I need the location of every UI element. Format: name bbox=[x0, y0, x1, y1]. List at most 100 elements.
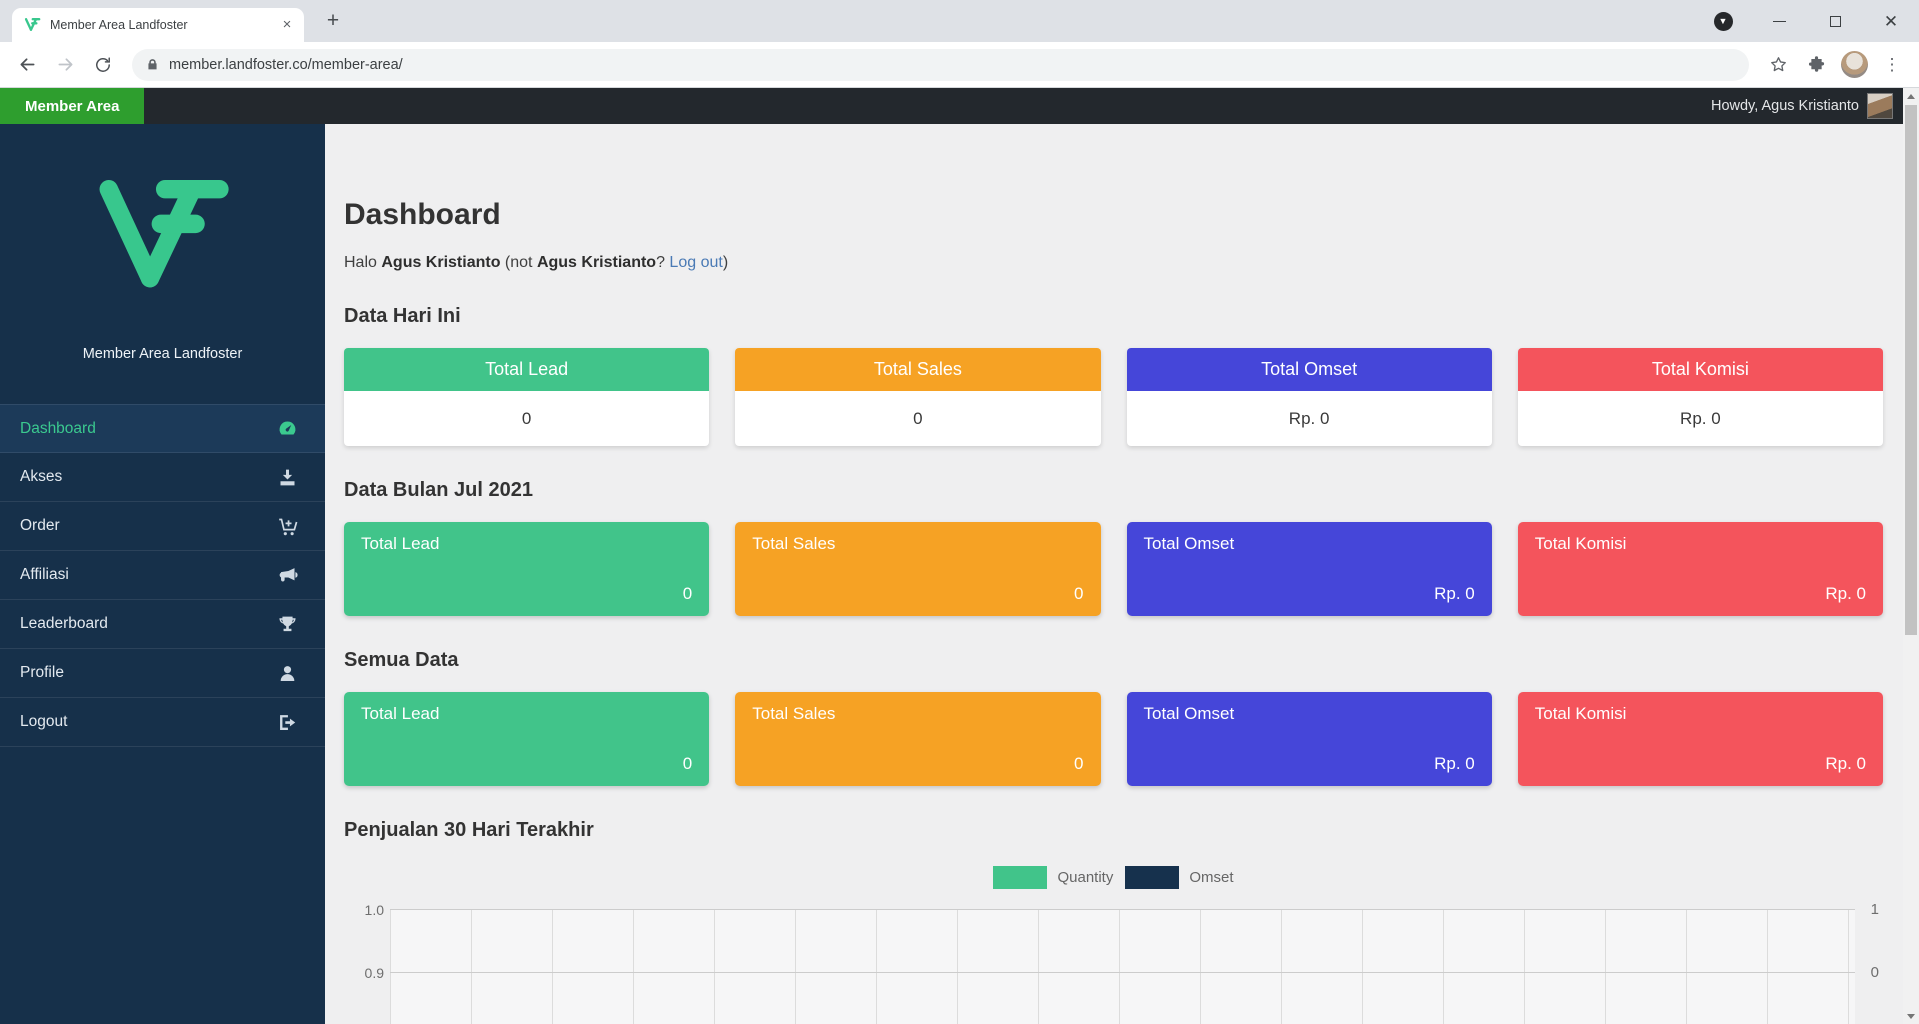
tab-close-icon[interactable]: × bbox=[282, 16, 292, 33]
sales-chart: 1.0 0.9 1 0 bbox=[344, 901, 1883, 1024]
chart-heading: Penjualan 30 Hari Terakhir bbox=[344, 819, 594, 841]
stat-card-value: 0 bbox=[913, 408, 923, 428]
stat-card-value: Rp. 0 bbox=[1680, 408, 1721, 428]
sidebar-nav: Dashboard Akses Order Affiliasi Leaderboard P… bbox=[0, 404, 325, 747]
logout-link[interactable]: Log out bbox=[669, 254, 723, 271]
sidebar-item-logout[interactable]: Logout bbox=[0, 698, 325, 747]
refresh-button[interactable] bbox=[84, 46, 122, 84]
stat-card-value: 0 bbox=[1074, 754, 1084, 773]
legend-label: Quantity bbox=[1057, 869, 1114, 886]
stat-card-title: Total Lead bbox=[361, 534, 440, 553]
browser-toolbar: member.landfoster.co/member-area/ ⋮ bbox=[0, 42, 1919, 88]
scrollbar-down-icon[interactable] bbox=[1903, 1008, 1919, 1024]
url-bar[interactable]: member.landfoster.co/member-area/ bbox=[132, 48, 1749, 81]
section-heading: Data Bulan Jul 2021 bbox=[344, 479, 533, 501]
stat-card-value: Rp. 0 bbox=[1825, 584, 1866, 603]
window-controls: ▼ ✕ bbox=[1695, 0, 1919, 42]
stat-card: Total Sales 0 bbox=[735, 348, 1101, 446]
stat-card: Total Komisi Rp. 0 bbox=[1517, 522, 1883, 616]
stat-card: Total Sales 0 bbox=[735, 522, 1101, 616]
section-heading: Semua Data bbox=[344, 649, 459, 671]
sidebar-item-profile[interactable]: Profile bbox=[0, 649, 325, 698]
scrollbar-thumb[interactable] bbox=[1905, 105, 1917, 635]
sidebar-item-leaderboard[interactable]: Leaderboard bbox=[0, 600, 325, 649]
stat-card-title: Total Sales bbox=[752, 534, 836, 553]
stat-card: Total Omset Rp. 0 bbox=[1126, 692, 1492, 786]
star-icon bbox=[1770, 57, 1786, 72]
stat-card-title: Total Lead bbox=[361, 704, 440, 723]
stat-card-value: 0 bbox=[521, 408, 532, 428]
stat-card: Total Lead 0 bbox=[344, 522, 710, 616]
tachometer-icon bbox=[277, 418, 298, 439]
trophy-icon bbox=[277, 614, 298, 635]
section-heading: Data Hari Ini bbox=[344, 305, 461, 327]
legend-swatch bbox=[993, 866, 1048, 889]
chart-legend: Quantity Omset bbox=[344, 866, 1883, 889]
browser-tab[interactable]: Member Area Landfoster × bbox=[12, 8, 304, 42]
stat-card-title: Total Komisi bbox=[1517, 348, 1883, 391]
sections-container: Data Hari Ini Total Lead 0 Total Sales 0 Tota… bbox=[344, 305, 1883, 786]
stat-card-title: Total Omset bbox=[1143, 534, 1235, 553]
sidebar-item-affiliasi[interactable]: Affiliasi bbox=[0, 551, 325, 600]
cart-plus-icon bbox=[277, 516, 298, 537]
back-button[interactable] bbox=[8, 46, 46, 84]
window-close-button[interactable]: ✕ bbox=[1883, 11, 1899, 31]
scrollbar-up-icon[interactable] bbox=[1903, 88, 1919, 104]
stat-card-title: Total Komisi bbox=[1534, 704, 1627, 723]
page-scrollbar[interactable] bbox=[1903, 88, 1919, 1024]
landfoster-logo bbox=[99, 179, 229, 288]
forward-button[interactable] bbox=[46, 46, 84, 84]
stat-card: Total Sales 0 bbox=[735, 692, 1101, 786]
sidebar-item-label: Profile bbox=[20, 664, 64, 681]
sidebar-item-order[interactable]: Order bbox=[0, 502, 325, 551]
member-area-badge[interactable]: Member Area bbox=[0, 88, 145, 124]
stat-card: Total Komisi Rp. 0 bbox=[1517, 348, 1883, 446]
profile-button[interactable] bbox=[1835, 46, 1873, 84]
download-icon bbox=[277, 467, 298, 488]
browser-update-icon[interactable]: ▼ bbox=[1695, 0, 1751, 42]
sign-out-icon bbox=[277, 712, 298, 733]
refresh-icon bbox=[96, 56, 110, 72]
stat-card: Total Lead 0 bbox=[344, 348, 710, 446]
lock-icon bbox=[148, 59, 157, 70]
stat-card-value: Rp. 0 bbox=[1825, 754, 1866, 773]
tab-strip: Member Area Landfoster × + ▼ ✕ bbox=[0, 0, 1919, 42]
sidebar-item-dashboard[interactable]: Dashboard bbox=[0, 404, 325, 453]
sidebar-item-label: Order bbox=[20, 517, 60, 534]
sidebar-item-akses[interactable]: Akses bbox=[0, 453, 325, 502]
stat-card-title: Total Omset bbox=[1143, 704, 1235, 723]
window-maximize-button[interactable] bbox=[1807, 0, 1863, 42]
stat-card: Total Omset Rp. 0 bbox=[1126, 522, 1492, 616]
extensions-button[interactable] bbox=[1797, 46, 1835, 84]
greeting: Halo Agus Kristianto (not Agus Kristiant… bbox=[344, 254, 729, 271]
window-minimize-button[interactable] bbox=[1751, 0, 1807, 42]
bookmark-button[interactable] bbox=[1759, 46, 1797, 84]
sidebar-item-label: Leaderboard bbox=[20, 615, 108, 632]
stat-card-value: 0 bbox=[682, 754, 693, 773]
y-axis-right-tick: 0 bbox=[1870, 964, 1879, 981]
new-tab-button[interactable]: + bbox=[326, 9, 340, 32]
legend-swatch bbox=[1125, 866, 1180, 889]
stat-card: Total Komisi Rp. 0 bbox=[1517, 692, 1883, 786]
legend-item: Omset bbox=[1125, 866, 1234, 889]
howdy-avatar bbox=[1867, 93, 1893, 119]
howdy-account[interactable]: Howdy, Agus Kristianto bbox=[1711, 93, 1903, 119]
sidebar-item-label: Logout bbox=[20, 713, 68, 730]
y-axis-left-tick: 0.9 bbox=[364, 965, 384, 981]
y-axis-right-tick: 1 bbox=[1870, 901, 1879, 918]
stat-card-value: Rp. 0 bbox=[1434, 754, 1475, 773]
page-title: Dashboard bbox=[344, 198, 501, 231]
back-arrow-icon bbox=[20, 58, 34, 71]
bullhorn-icon bbox=[277, 565, 298, 586]
browser-menu-button[interactable]: ⋮ bbox=[1873, 46, 1911, 84]
url-text: member.landfoster.co/member-area/ bbox=[169, 56, 403, 73]
stat-card-value: 0 bbox=[1074, 584, 1084, 603]
sidebar-item-label: Affiliasi bbox=[20, 566, 69, 583]
stat-card-title: Total Sales bbox=[752, 704, 836, 723]
user-icon bbox=[277, 663, 298, 684]
sidebar-brand: Member Area Landfoster bbox=[82, 346, 243, 362]
